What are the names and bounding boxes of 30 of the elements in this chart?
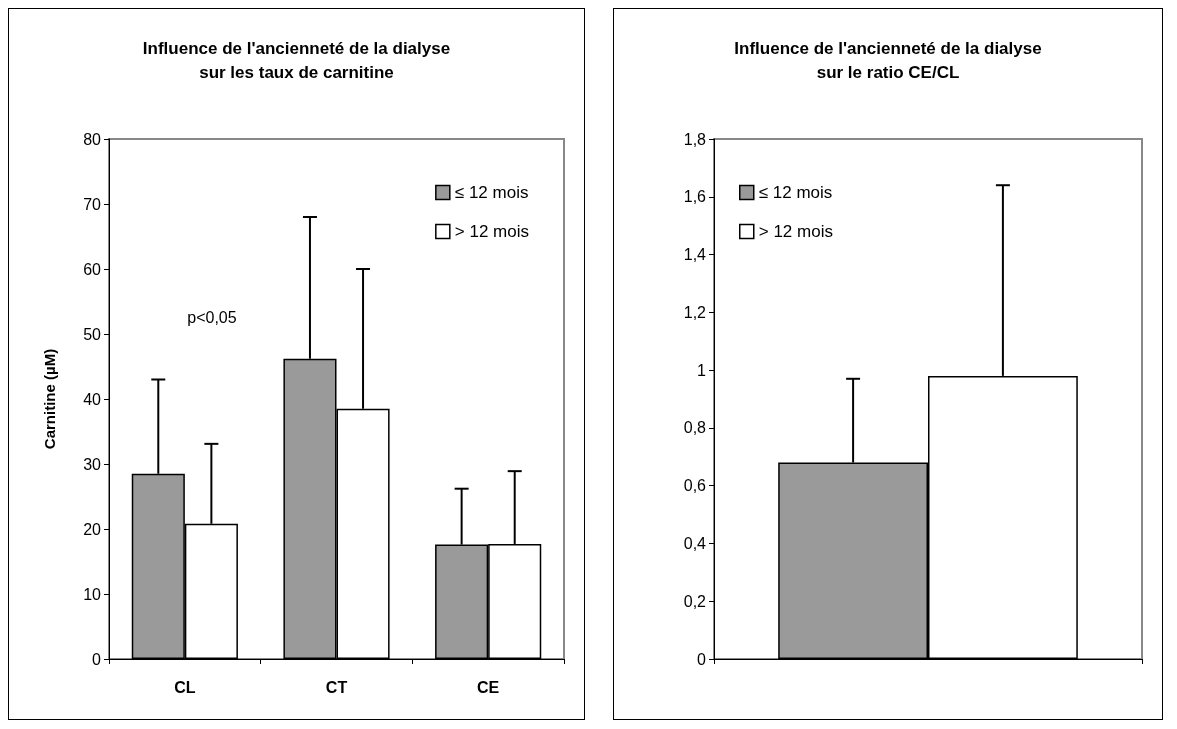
y-tick-label: 1,6 — [683, 188, 707, 206]
y-tick-label: 1 — [697, 361, 707, 379]
y-tick-label: 0,6 — [683, 477, 707, 495]
y-tick-label: 1,2 — [683, 303, 707, 321]
y-tick-label: 20 — [83, 520, 102, 538]
y-tick-label: 0,2 — [683, 592, 707, 610]
y-tick-label: 1,8 — [683, 130, 707, 148]
y-tick-label: 50 — [83, 325, 102, 343]
y-tick-label: 0,8 — [683, 419, 707, 437]
chart-title: Influence de l'ancienneté de la dialyse sur les taux de carnitine — [142, 38, 451, 82]
y-tick-label: 0 — [92, 650, 102, 668]
y-tick-label: 30 — [83, 455, 102, 473]
x-tick-label: CE — [477, 678, 500, 696]
x-tick-label: CL — [174, 678, 196, 696]
annotation: p<0,05 — [187, 308, 237, 326]
chart-title: Influence de l'ancienneté de la dialyse sur le ratio CE/CL — [734, 38, 1042, 82]
legend-label: > 12 mois — [758, 222, 833, 241]
legend-label: ≤ 12 mois — [758, 183, 833, 202]
legend-label: > 12 mois — [454, 222, 530, 241]
y-tick-label: 10 — [83, 585, 102, 603]
y-axis-title: Carnitine (µM) — [41, 348, 58, 450]
x-tick-label: CT — [325, 678, 348, 696]
y-tick-label: 0 — [697, 650, 707, 668]
legend-label: ≤ 12 mois — [454, 183, 529, 202]
y-tick-label: 40 — [83, 390, 102, 408]
y-tick-label: 80 — [83, 130, 102, 148]
y-tick-label: 60 — [83, 260, 102, 278]
y-tick-label: 70 — [83, 195, 102, 213]
y-tick-label: 1,4 — [683, 246, 707, 264]
y-tick-label: 0,4 — [683, 534, 707, 552]
